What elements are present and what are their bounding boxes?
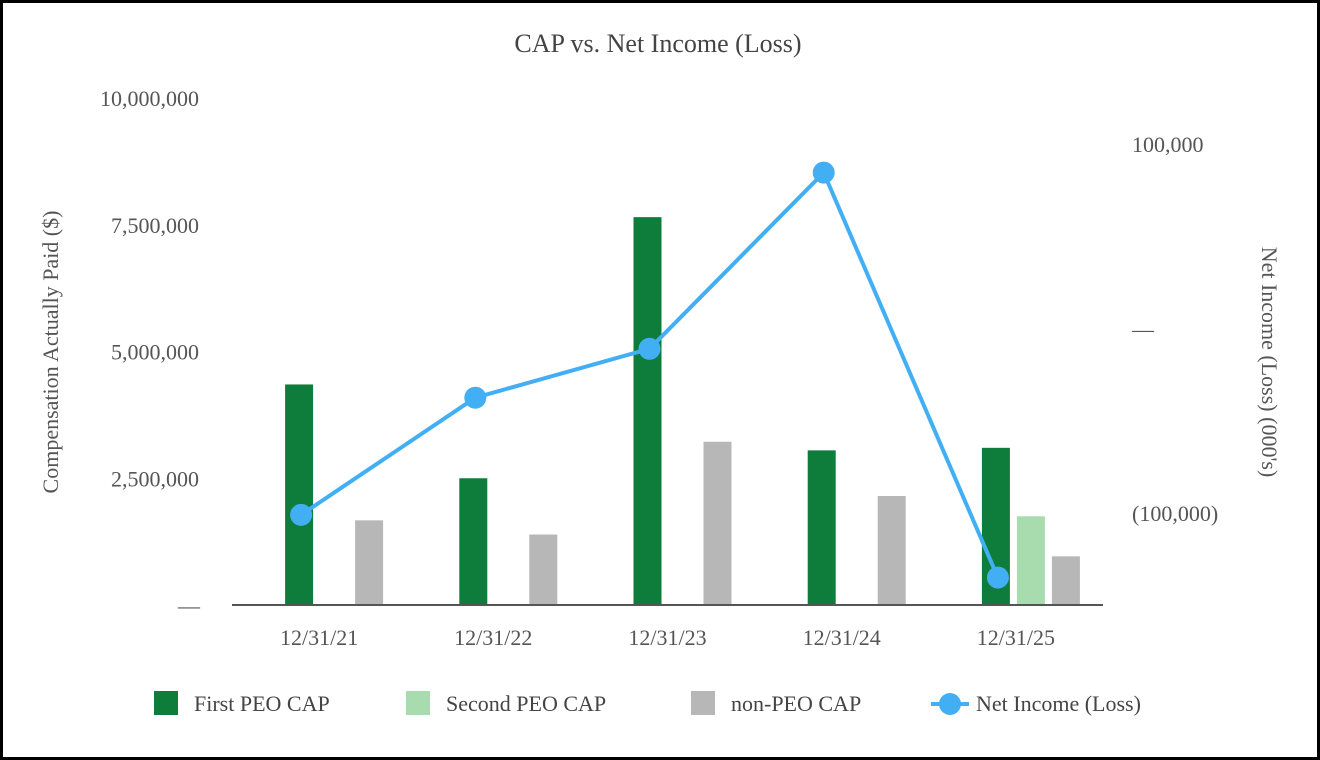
legend-swatch-1 [406, 691, 430, 715]
right-tick-label: (100,000) [1132, 501, 1218, 526]
bar-first-peo-cap-2 [633, 217, 662, 605]
x-tick-label: 12/31/24 [803, 625, 881, 650]
net-income-point-0 [290, 503, 313, 526]
net-income-point-2 [638, 337, 661, 360]
left-tick-label: — [177, 593, 201, 618]
right-axis-label: Net Income (Loss) (000's) [1257, 247, 1282, 478]
bar-second-peo-cap-4 [1016, 516, 1045, 605]
net-income-point-1 [464, 386, 487, 409]
left-tick-label: 7,500,000 [111, 213, 199, 238]
chart-title: CAP vs. Net Income (Loss) [514, 29, 801, 58]
legend-label-1: Second PEO CAP [446, 691, 606, 716]
net-income-point-3 [812, 161, 835, 184]
legend-label-0: First PEO CAP [194, 691, 330, 716]
x-axis-ticks: 12/31/21 12/31/22 12/31/23 12/31/24 12/31/25 [280, 625, 1055, 650]
bar-non-peo-cap-2 [703, 441, 732, 605]
net-income-line-group [290, 161, 1009, 589]
legend-swatch-2 [691, 691, 715, 715]
left-tick-label: 5,000,000 [111, 340, 199, 365]
bar-first-peo-cap-3 [807, 450, 836, 605]
x-tick-label: 12/31/23 [628, 625, 706, 650]
bar-first-peo-cap-0 [285, 384, 314, 605]
bar-non-peo-cap-1 [529, 534, 558, 605]
bar-non-peo-cap-4 [1051, 556, 1080, 605]
right-axis-ticks: (100,000) — 100,000 [1131, 132, 1218, 526]
legend: First PEO CAP Second PEO CAP non-PEO CAP Ne… [154, 691, 1141, 716]
legend-marker-3 [939, 693, 961, 715]
right-tick-label: — [1131, 317, 1155, 342]
net-income-point-4 [986, 566, 1009, 589]
legend-label-2: non-PEO CAP [731, 691, 861, 716]
left-tick-label: 10,000,000 [100, 86, 199, 111]
x-tick-label: 12/31/25 [977, 625, 1055, 650]
legend-label-3: Net Income (Loss) [976, 691, 1141, 716]
x-tick-label: 12/31/21 [280, 625, 358, 650]
right-tick-label: 100,000 [1132, 132, 1204, 157]
x-tick-label: 12/31/22 [454, 625, 532, 650]
bar-non-peo-cap-0 [355, 520, 384, 605]
bar-non-peo-cap-3 [877, 495, 906, 605]
left-axis-ticks: — 2,500,000 5,000,000 7,500,000 10,000,000 [100, 86, 201, 618]
legend-swatch-0 [154, 691, 178, 715]
left-axis-label: Compensation Actually Paid ($) [38, 211, 63, 494]
bar-first-peo-cap-1 [459, 478, 488, 605]
bar-group [285, 217, 1080, 605]
left-tick-label: 2,500,000 [111, 466, 199, 491]
